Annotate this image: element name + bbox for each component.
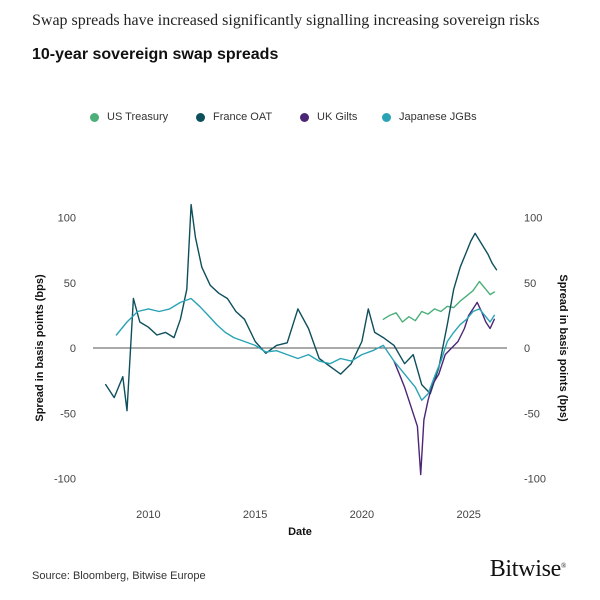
y-tick-label-right: 50 bbox=[524, 278, 536, 290]
legend-label-japanese-jgbs: Japanese JGBs bbox=[399, 111, 477, 123]
legend-label-france-oat: France OAT bbox=[213, 111, 273, 123]
logo-text: Bitwise bbox=[489, 556, 562, 582]
legend-item-uk-gilts: UK Gilts bbox=[300, 111, 357, 123]
legend-dot-france-oat bbox=[196, 112, 205, 122]
y-tick-label-left: 100 bbox=[58, 213, 76, 225]
series-line-japanese-jgbs bbox=[115, 297, 495, 401]
legend-dot-japanese-jgbs bbox=[382, 112, 391, 122]
chart-headline: Swap spreads have increased significantl… bbox=[32, 12, 540, 29]
series-line-france-oat bbox=[104, 203, 498, 412]
y-tick-label-right: 100 bbox=[524, 213, 542, 225]
y-tick-label-left: -50 bbox=[60, 408, 76, 420]
y-tick-label-left: 0 bbox=[70, 343, 76, 355]
bitwise-logo: Bitwise® bbox=[489, 556, 567, 583]
x-axis-label: Date bbox=[288, 526, 312, 538]
y-tick-label-right: -50 bbox=[524, 408, 540, 420]
y-tick-label-right: -100 bbox=[524, 473, 546, 485]
chart-legend: US Treasury France OAT UK Gilts Japanese… bbox=[0, 111, 600, 131]
source-note: Source: Bloomberg, Bitwise Europe bbox=[32, 570, 206, 582]
x-tick-label: 2015 bbox=[243, 509, 267, 521]
y-tick-label-right: 0 bbox=[524, 343, 530, 355]
series-line-uk-gilts bbox=[393, 301, 495, 476]
legend-dot-uk-gilts bbox=[300, 112, 309, 122]
legend-item-us-treasury: US Treasury bbox=[90, 111, 168, 123]
series-line-us-treasury bbox=[382, 280, 495, 323]
chart-title: 10-year sovereign swap spreads bbox=[32, 46, 279, 63]
x-tick-label: 2020 bbox=[350, 509, 374, 521]
y-axis-label-right: Spread in basis points (bps) bbox=[557, 274, 569, 422]
legend-dot-us-treasury bbox=[90, 112, 99, 122]
y-tick-label-left: 50 bbox=[64, 278, 76, 290]
legend-label-us-treasury: US Treasury bbox=[107, 111, 169, 123]
legend-item-japanese-jgbs: Japanese JGBs bbox=[382, 111, 477, 123]
x-tick-label: 2010 bbox=[136, 509, 160, 521]
registered-mark: ® bbox=[560, 562, 566, 570]
x-tick-label: 2025 bbox=[456, 509, 480, 521]
legend-item-france-oat: France OAT bbox=[196, 111, 272, 123]
y-axis-label-left: Spread in basis points (bps) bbox=[34, 274, 46, 422]
legend-label-uk-gilts: UK Gilts bbox=[317, 111, 358, 123]
y-tick-label-left: -100 bbox=[54, 473, 76, 485]
